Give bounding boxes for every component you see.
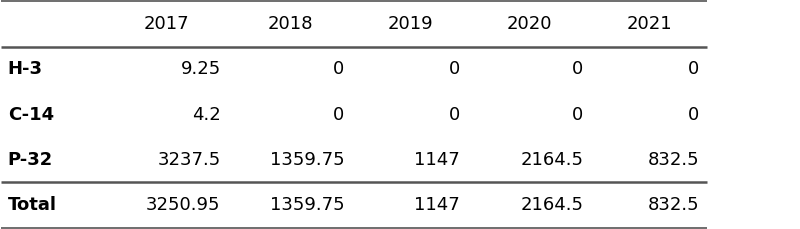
- Text: 2020: 2020: [506, 15, 552, 33]
- Text: 0: 0: [449, 60, 460, 78]
- Text: 2164.5: 2164.5: [520, 151, 583, 169]
- Text: C-14: C-14: [8, 106, 54, 123]
- Text: 0: 0: [449, 106, 460, 123]
- Text: 0: 0: [688, 60, 699, 78]
- Text: P-32: P-32: [8, 151, 53, 169]
- Text: Total: Total: [8, 196, 57, 214]
- Text: 0: 0: [572, 60, 583, 78]
- Text: 0: 0: [333, 60, 344, 78]
- Text: 3237.5: 3237.5: [158, 151, 221, 169]
- Text: 1147: 1147: [414, 151, 460, 169]
- Text: 1359.75: 1359.75: [270, 151, 344, 169]
- Text: H-3: H-3: [8, 60, 42, 78]
- Text: 2019: 2019: [387, 15, 433, 33]
- Text: 0: 0: [572, 106, 583, 123]
- Text: 1147: 1147: [414, 196, 460, 214]
- Text: 0: 0: [333, 106, 344, 123]
- Text: 2017: 2017: [144, 15, 190, 33]
- Text: 3250.95: 3250.95: [146, 196, 221, 214]
- Text: 2021: 2021: [626, 15, 672, 33]
- Text: 1359.75: 1359.75: [270, 196, 344, 214]
- Text: 2018: 2018: [268, 15, 313, 33]
- Text: 9.25: 9.25: [180, 60, 221, 78]
- Text: 4.2: 4.2: [192, 106, 221, 123]
- Text: 832.5: 832.5: [647, 151, 699, 169]
- Text: 2164.5: 2164.5: [520, 196, 583, 214]
- Text: 832.5: 832.5: [647, 196, 699, 214]
- Text: 0: 0: [688, 106, 699, 123]
